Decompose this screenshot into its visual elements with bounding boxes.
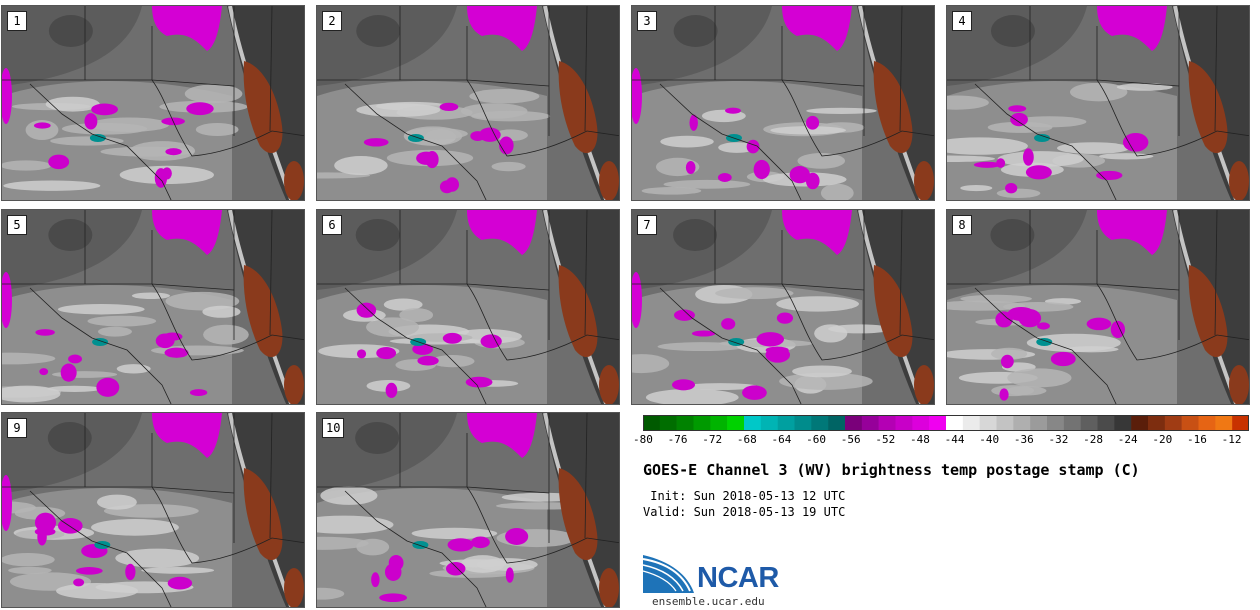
colorbar-swatch xyxy=(878,416,896,430)
colorbar-swatch xyxy=(962,416,980,430)
map-panel: 5 xyxy=(1,209,305,405)
map-panel: 1 xyxy=(1,5,305,201)
colorbar-tick-label: -36 xyxy=(1013,433,1034,446)
colorbar-swatch xyxy=(912,416,930,430)
colorbar-swatch xyxy=(1198,416,1216,430)
colorbar-swatch xyxy=(1013,416,1031,430)
logo-url: ensemble.ucar.edu xyxy=(652,595,765,608)
panel-number-label: 5 xyxy=(7,215,27,235)
colorbar-swatch xyxy=(1215,416,1233,430)
colorbar-swatch xyxy=(1232,416,1249,430)
colorbar-swatch xyxy=(794,416,812,430)
panel-number-label: 3 xyxy=(637,11,657,31)
colorbar-tick-label: -12 xyxy=(1221,433,1242,446)
ncar-logo-icon xyxy=(642,555,694,593)
water-vapor-map xyxy=(317,6,619,200)
logo-text: NCAR xyxy=(697,562,779,594)
colorbar-swatch xyxy=(693,416,711,430)
map-panel: 8 xyxy=(946,209,1250,405)
colorbar-swatch xyxy=(1097,416,1115,430)
colorbar-tick-label: -76 xyxy=(667,433,688,446)
colorbar-tick-label: -20 xyxy=(1152,433,1173,446)
colorbar-tick-label: -16 xyxy=(1187,433,1207,446)
water-vapor-map xyxy=(2,413,304,607)
colorbar-swatch xyxy=(744,416,762,430)
water-vapor-map xyxy=(317,210,619,404)
panel-number-label: 8 xyxy=(952,215,972,235)
colorbar-tick-label: -80 xyxy=(633,433,653,446)
colorbar-swatch xyxy=(1063,416,1081,430)
colorbar-swatch xyxy=(1080,416,1098,430)
colorbar-swatch xyxy=(811,416,829,430)
colorbar-swatch xyxy=(1131,416,1149,430)
valid-time: Valid: Sun 2018-05-13 19 UTC xyxy=(643,505,846,519)
colorbar-swatch xyxy=(760,416,778,430)
colorbar-tick-label: -24 xyxy=(1117,433,1138,446)
map-panel: 9 xyxy=(1,412,305,608)
panel-number-label: 4 xyxy=(952,11,972,31)
colorbar-tick-label: -48 xyxy=(910,433,930,446)
water-vapor-map xyxy=(632,210,934,404)
map-panel: 6 xyxy=(316,209,620,405)
colorbar-swatch xyxy=(929,416,947,430)
colorbar xyxy=(643,415,1249,431)
colorbar-tick-label: -60 xyxy=(806,433,827,446)
figure-title: GOES-E Channel 3 (WV) brightness temp po… xyxy=(643,461,1140,479)
colorbar-swatch xyxy=(828,416,846,430)
water-vapor-map xyxy=(947,6,1249,200)
map-panel: 2 xyxy=(316,5,620,201)
colorbar-tick-label: -64 xyxy=(771,433,792,446)
map-panel: 3 xyxy=(631,5,935,201)
map-panel: 7 xyxy=(631,209,935,405)
colorbar-swatch xyxy=(1164,416,1182,430)
colorbar-swatch xyxy=(727,416,745,430)
colorbar-swatch xyxy=(946,416,964,430)
colorbar-swatch xyxy=(1030,416,1048,430)
colorbar-swatch xyxy=(643,416,661,430)
map-panel: 10 xyxy=(316,412,620,608)
water-vapor-map xyxy=(632,6,934,200)
water-vapor-map xyxy=(2,210,304,404)
colorbar-tick-label: -32 xyxy=(1048,433,1069,446)
panel-number-label: 1 xyxy=(7,11,27,31)
map-panel: 4 xyxy=(946,5,1250,201)
colorbar-swatch xyxy=(1047,416,1065,430)
water-vapor-map xyxy=(317,413,619,607)
colorbar-swatch xyxy=(777,416,795,430)
colorbar-swatch xyxy=(676,416,694,430)
init-time: Init: Sun 2018-05-13 12 UTC xyxy=(643,489,846,503)
colorbar-tick-label: -28 xyxy=(1083,433,1104,446)
panel-number-label: 2 xyxy=(322,11,342,31)
panel-number-label: 7 xyxy=(637,215,657,235)
colorbar-swatch xyxy=(979,416,997,430)
colorbar-tick-label: -56 xyxy=(840,433,861,446)
colorbar-swatch xyxy=(1181,416,1199,430)
colorbar-swatch xyxy=(1148,416,1166,430)
colorbar-tick-label: -40 xyxy=(979,433,1000,446)
colorbar-tick-label: -44 xyxy=(944,433,965,446)
panel-number-label: 10 xyxy=(322,418,345,438)
colorbar-swatch xyxy=(895,416,913,430)
colorbar-swatch xyxy=(1114,416,1132,430)
water-vapor-map xyxy=(947,210,1249,404)
colorbar-tick-label: -68 xyxy=(736,433,757,446)
colorbar-swatch xyxy=(996,416,1014,430)
colorbar-tick-label: -52 xyxy=(875,433,896,446)
panel-number-label: 9 xyxy=(7,418,27,438)
colorbar-swatch xyxy=(659,416,677,430)
water-vapor-map xyxy=(2,6,304,200)
colorbar-swatch xyxy=(845,416,863,430)
panel-number-label: 6 xyxy=(322,215,342,235)
colorbar-swatch xyxy=(710,416,728,430)
colorbar-swatch xyxy=(861,416,879,430)
colorbar-tick-label: -72 xyxy=(702,433,723,446)
